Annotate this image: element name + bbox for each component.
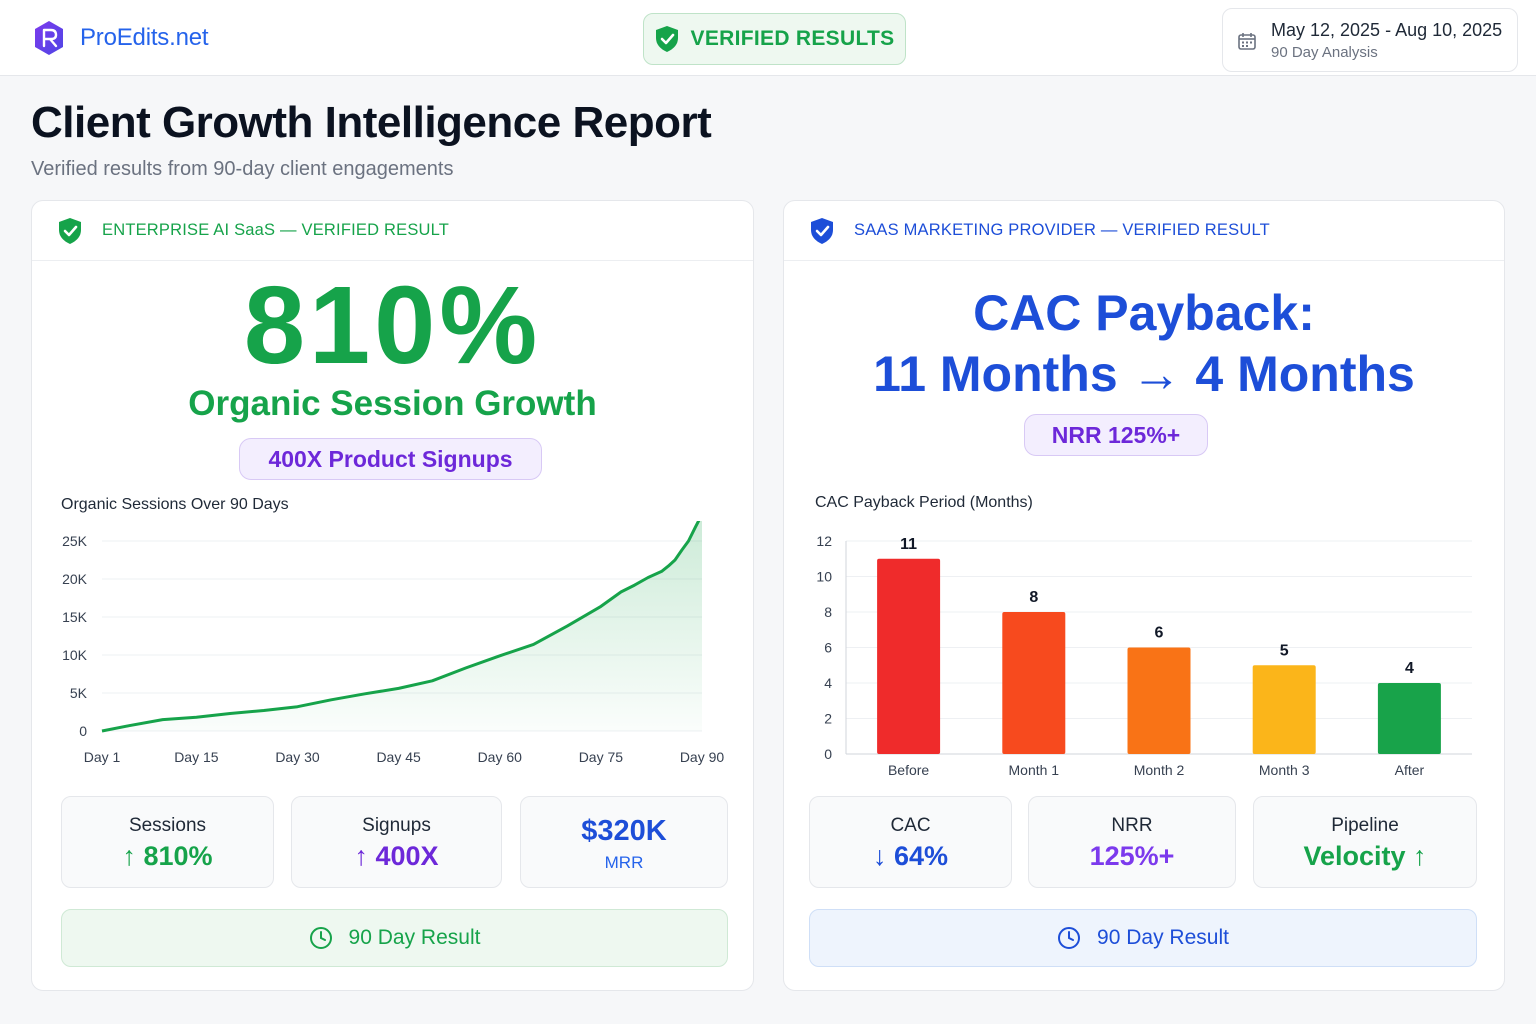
card-header-label: SAAS MARKETING PROVIDER — VERIFIED RESUL… [854, 221, 1270, 239]
y-tick-label: 6 [824, 640, 832, 656]
stat-title: MRR [604, 853, 644, 872]
organic-sessions-line-chart: 0 5K 10K 15K 20K 25K Day 1 Day 15 Day 30 Day 45 Da… [62, 521, 725, 765]
enterprise-ai-saas-card: ENTERPRISE AI SaaS — VERIFIED RESULT 810… [31, 200, 754, 991]
stat-value: ↑ 400X [354, 841, 439, 871]
bar-value-label: 11 [900, 536, 917, 553]
pipeline-stat: Pipeline Velocity ↑ [1253, 796, 1477, 888]
bar [1377, 683, 1441, 754]
sessions-line [101, 521, 701, 733]
sessions-area [102, 521, 702, 731]
y-tick-label: 10K [62, 647, 88, 663]
date-range-caption: 90 Day Analysis [1271, 44, 1378, 61]
card-header: SAAS MARKETING PROVIDER — VERIFIED RESUL… [784, 201, 1504, 261]
x-tick-label: Day 75 [579, 749, 624, 765]
bar-value-label: 4 [1405, 660, 1414, 677]
x-tick-label: Month 2 [1134, 762, 1185, 778]
stat-title: CAC [890, 815, 931, 836]
x-tick-label: Month 1 [1009, 762, 1060, 778]
cac-payback-bar-chart: 0 2 4 6 8 10 12 11 Before 8 Month 1 6 Month 2 5 Month … [816, 533, 1472, 778]
stat-value: ↑ 810% [122, 841, 213, 871]
nrr-badge: NRR 125%+ [1024, 414, 1208, 456]
y-tick-label: 5K [70, 685, 88, 701]
y-tick-label: 4 [824, 675, 832, 691]
date-range-text: May 12, 2025 - Aug 10, 2025 [1271, 20, 1503, 40]
page-title: Client Growth Intelligence Report [31, 98, 712, 147]
stat-value: 125%+ [1089, 841, 1175, 871]
y-tick-label: 25K [62, 533, 88, 549]
x-tick-label: Month 3 [1259, 762, 1310, 778]
date-range-picker[interactable]: May 12, 2025 - Aug 10, 2025 90 Day Analy… [1222, 8, 1518, 72]
stat-value: Velocity ↑ [1303, 841, 1427, 871]
x-tick-label: Day 45 [376, 749, 421, 765]
mrr-stat: $320K MRR [520, 796, 728, 888]
chart-title: CAC Payback Period (Months) [815, 494, 1033, 511]
y-tick-label: 0 [824, 746, 832, 762]
shield-check-icon [655, 26, 678, 52]
chart-title: Organic Sessions Over 90 Days [61, 496, 289, 513]
x-tick-label: After [1395, 762, 1425, 778]
brand-logo-icon [35, 21, 63, 55]
bar [877, 558, 941, 754]
card-header-label: ENTERPRISE AI SaaS — VERIFIED RESULT [102, 221, 450, 239]
stat-title: Sessions [128, 815, 207, 836]
clock-icon [309, 927, 332, 949]
shield-check-icon [811, 217, 833, 244]
nrr-stat: NRR 125%+ [1028, 796, 1236, 888]
x-tick-label: Day 30 [275, 749, 320, 765]
sessions-stat: Sessions ↑ 810% [61, 796, 274, 888]
brand-name: ProEdits.net [80, 24, 209, 51]
stat-title: Pipeline [1331, 815, 1399, 836]
stat-title: Signups [362, 815, 431, 836]
y-tick-label: 15K [62, 609, 88, 625]
stat-value: ↓ 64% [872, 841, 949, 871]
bar-value-label: 8 [1029, 589, 1038, 606]
x-tick-label: Before [888, 762, 929, 778]
y-tick-label: 20K [62, 571, 88, 587]
x-tick-label: Day 60 [478, 749, 523, 765]
brand[interactable]: ProEdits.net [32, 20, 209, 56]
result-label: 90 Day Result [348, 926, 481, 949]
bar [1252, 665, 1316, 754]
verified-results-label: VERIFIED RESULTS [690, 27, 895, 50]
x-tick-label: Day 90 [680, 749, 725, 765]
bar [1002, 612, 1066, 754]
y-tick-label: 10 [816, 569, 832, 585]
shield-check-icon [59, 217, 81, 244]
cac-stat: CAC ↓ 64% [809, 796, 1012, 888]
clock-icon [1058, 927, 1081, 949]
y-tick-label: 2 [824, 711, 832, 727]
y-tick-label: 12 [816, 533, 832, 549]
saas-marketing-provider-card: SAAS MARKETING PROVIDER — VERIFIED RESUL… [783, 200, 1505, 991]
verified-results-badge: VERIFIED RESULTS [643, 13, 906, 65]
stat-title: NRR [1111, 815, 1153, 836]
y-tick-label: 0 [79, 723, 87, 739]
x-tick-label: Day 15 [174, 749, 219, 765]
result-duration-bar: 90 Day Result [61, 909, 728, 967]
x-tick-label: Day 1 [84, 749, 121, 765]
top-bar: ProEdits.net VERIFIED RESULTS May 12, 20… [0, 0, 1536, 76]
result-duration-bar: 90 Day Result [809, 909, 1477, 967]
signups-badge: 400X Product Signups [239, 438, 542, 480]
headline-line-1: CAC Payback: [973, 285, 1315, 341]
y-tick-label: 8 [824, 604, 832, 620]
card-header: ENTERPRISE AI SaaS — VERIFIED RESULT [32, 201, 753, 261]
headline-value: 810% [243, 264, 542, 387]
calendar-icon [1238, 33, 1256, 50]
result-label: 90 Day Result [1097, 926, 1229, 949]
signups-stat: Signups ↑ 400X [291, 796, 502, 888]
bar-value-label: 5 [1280, 642, 1289, 659]
headline: CAC Payback: 11 Months → 4 Months [784, 283, 1504, 405]
headline-label: Organic Session Growth [188, 384, 597, 423]
stat-value: $320K [581, 815, 667, 847]
bar [1127, 647, 1191, 754]
bar-value-label: 6 [1155, 625, 1164, 642]
headline-line-2: 11 Months → 4 Months [873, 346, 1415, 402]
page-subtitle: Verified results from 90-day client enga… [31, 158, 454, 180]
